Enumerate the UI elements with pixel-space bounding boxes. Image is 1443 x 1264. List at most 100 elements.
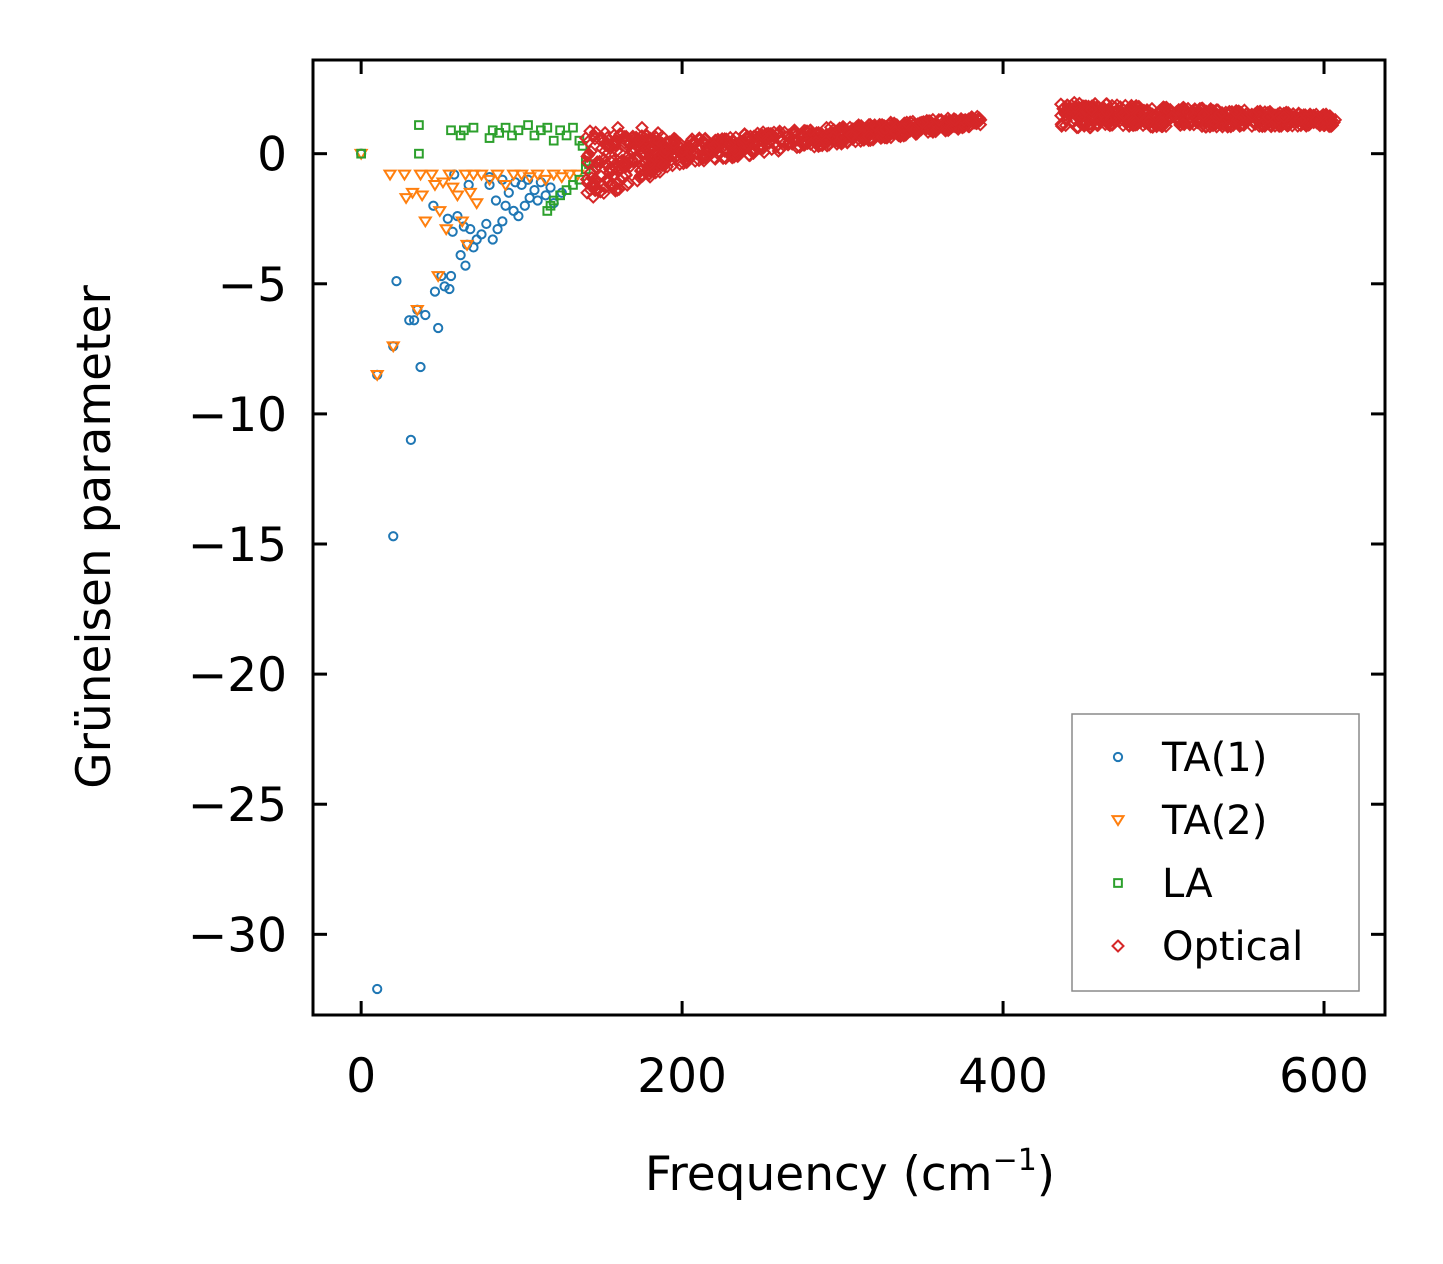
data-point bbox=[548, 135, 559, 146]
data-point bbox=[1226, 118, 1241, 133]
data-point bbox=[1154, 115, 1169, 130]
y-tick-label: −30 bbox=[188, 908, 287, 963]
data-point bbox=[1056, 101, 1071, 116]
data-point bbox=[415, 361, 426, 373]
data-point bbox=[723, 136, 738, 151]
data-point bbox=[771, 125, 786, 140]
data-point bbox=[773, 141, 788, 156]
data-point bbox=[481, 218, 492, 230]
data-point bbox=[702, 142, 717, 157]
data-point bbox=[1090, 118, 1105, 133]
legend-label: TA(2) bbox=[1161, 798, 1267, 844]
data-point bbox=[633, 133, 647, 148]
data-point bbox=[523, 120, 533, 130]
data-point bbox=[635, 120, 649, 135]
data-point bbox=[1164, 110, 1179, 125]
data-point bbox=[432, 206, 448, 218]
data-point bbox=[1068, 99, 1083, 114]
data-point bbox=[586, 190, 601, 204]
y-tick-label: −20 bbox=[188, 648, 287, 703]
data-point bbox=[835, 120, 850, 135]
data-point bbox=[482, 174, 497, 187]
data-point bbox=[651, 125, 665, 140]
data-point bbox=[414, 190, 430, 203]
x-tick-label: 600 bbox=[1279, 1049, 1369, 1104]
data-point bbox=[588, 125, 603, 140]
data-point bbox=[424, 169, 440, 182]
data-point bbox=[660, 159, 675, 174]
data-point bbox=[755, 128, 770, 143]
y-axis-title: Grüneisen parameter bbox=[67, 285, 122, 789]
data-point bbox=[844, 128, 859, 143]
data-point bbox=[555, 190, 565, 201]
data-point bbox=[627, 141, 641, 156]
data-point bbox=[899, 115, 914, 130]
data-point bbox=[1148, 107, 1163, 122]
data-point bbox=[410, 304, 425, 317]
data-point bbox=[707, 138, 722, 153]
legend: TA(1) TA(2) LA Optical bbox=[1071, 713, 1360, 992]
data-point bbox=[545, 182, 556, 193]
data-point bbox=[861, 129, 876, 144]
data-point bbox=[1162, 104, 1177, 119]
data-point bbox=[884, 130, 898, 145]
data-point bbox=[1159, 119, 1173, 134]
data-point bbox=[405, 434, 417, 446]
y-tick-label: −10 bbox=[188, 388, 287, 443]
data-point bbox=[524, 192, 535, 204]
data-point bbox=[754, 141, 769, 156]
data-point bbox=[1054, 119, 1069, 133]
y-tick-label: 0 bbox=[257, 128, 287, 183]
data-point bbox=[507, 130, 517, 141]
data-point bbox=[429, 286, 441, 297]
data-point bbox=[1187, 102, 1202, 116]
data-point bbox=[667, 131, 682, 146]
data-point bbox=[1171, 104, 1186, 119]
data-point bbox=[1078, 103, 1093, 118]
data-point bbox=[1058, 118, 1073, 133]
data-point bbox=[404, 315, 415, 326]
plot-frame bbox=[311, 58, 1387, 1017]
data-point bbox=[867, 118, 882, 132]
data-point bbox=[1084, 102, 1099, 117]
data-point bbox=[445, 270, 457, 282]
y-tick-label: −5 bbox=[218, 258, 287, 313]
data-point bbox=[675, 144, 690, 158]
data-point bbox=[508, 205, 519, 217]
data-point bbox=[619, 167, 633, 182]
data-point bbox=[1263, 118, 1277, 132]
data-point bbox=[754, 137, 769, 152]
data-point bbox=[651, 134, 666, 148]
data-point bbox=[427, 180, 443, 192]
data-point bbox=[1230, 112, 1244, 127]
data-point bbox=[747, 143, 762, 157]
data-point bbox=[445, 182, 460, 195]
data-point bbox=[659, 141, 673, 156]
data-point bbox=[1309, 112, 1323, 127]
data-point bbox=[414, 120, 424, 130]
data-point bbox=[896, 120, 911, 135]
data-point bbox=[581, 134, 596, 149]
data-point bbox=[476, 229, 487, 240]
series-optical bbox=[578, 95, 1343, 204]
data-point bbox=[1328, 112, 1343, 127]
data-point bbox=[586, 177, 601, 192]
data-point bbox=[1291, 107, 1306, 122]
data-point bbox=[487, 125, 498, 136]
data-point bbox=[522, 172, 537, 184]
data-point bbox=[973, 112, 988, 127]
data-point bbox=[942, 113, 957, 128]
data-point bbox=[562, 169, 578, 182]
data-point bbox=[1116, 107, 1131, 122]
legend-label: Optical bbox=[1162, 924, 1303, 970]
data-point bbox=[948, 112, 962, 127]
data-point bbox=[1171, 102, 1186, 117]
data-point bbox=[369, 370, 385, 382]
data-point bbox=[643, 157, 657, 172]
data-point bbox=[803, 123, 818, 138]
data-point bbox=[418, 216, 433, 229]
data-point bbox=[812, 138, 827, 153]
data-point bbox=[438, 224, 454, 236]
data-point bbox=[574, 174, 585, 185]
data-point bbox=[1137, 115, 1152, 129]
